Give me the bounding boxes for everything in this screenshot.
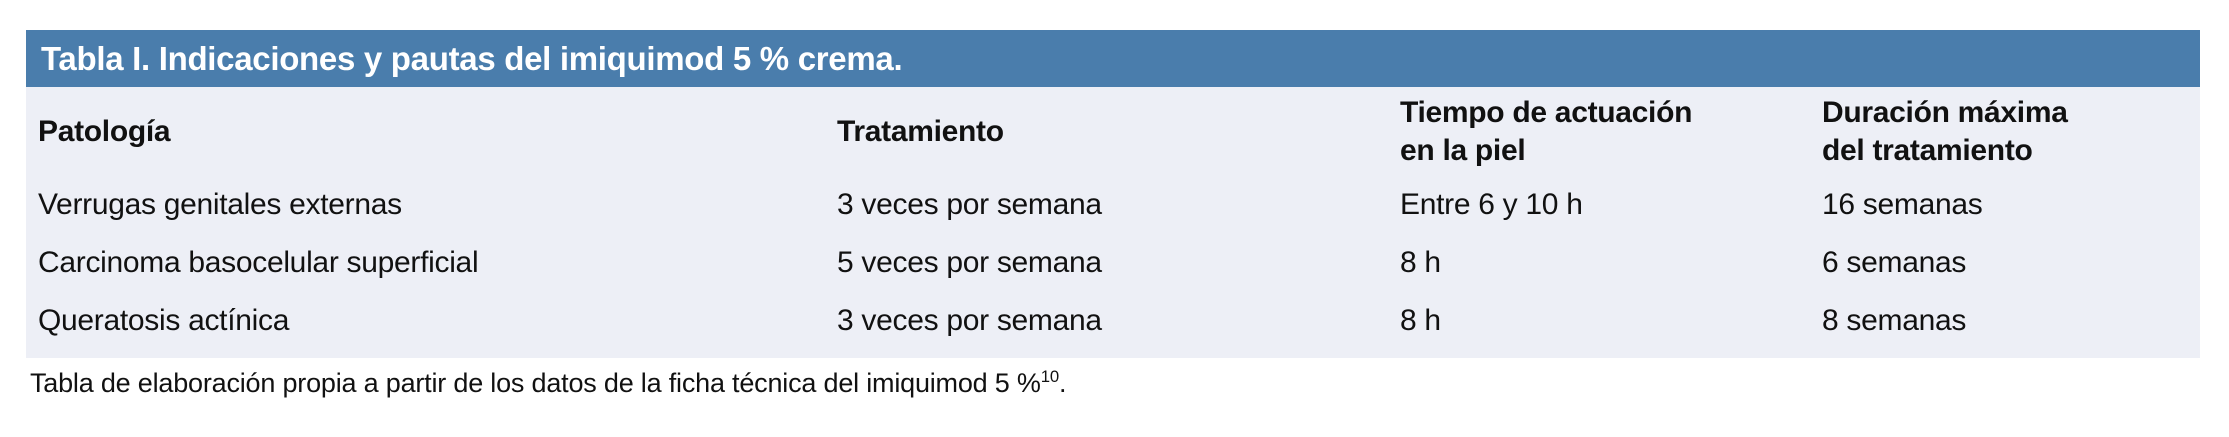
table-title-bar: Tabla I. Indicaciones y pautas del imiqu… [26, 30, 2200, 87]
cell-tiempo: Entre 6 y 10 h [1400, 188, 1583, 221]
column-header-tiempo-actuacion: Tiempo de actuación en la piel [1400, 95, 1693, 167]
table-row: Verrugas genitales externas 3 veces por … [26, 176, 2200, 234]
column-header-patologia: Patología [38, 114, 171, 148]
footnote-reference-superscript: 10 [1040, 367, 1059, 386]
table-body: Patología Tratamiento Tiempo de actuació… [26, 87, 2200, 358]
cell-tratamiento: 3 veces por semana [837, 304, 1102, 337]
cell-duracion: 8 semanas [1822, 304, 1967, 337]
table-header-row: Patología Tratamiento Tiempo de actuació… [26, 87, 2200, 176]
cell-duracion: 16 semanas [1822, 188, 1983, 221]
cell-tratamiento: 3 veces por semana [837, 188, 1102, 221]
column-header-duracion-maxima: Duración máxima del tratamiento [1822, 95, 2068, 167]
cell-tiempo: 8 h [1400, 304, 1441, 337]
cell-tratamiento: 5 veces por semana [837, 246, 1102, 279]
column-header-tratamiento: Tratamiento [837, 114, 1004, 148]
cell-duracion: 6 semanas [1822, 246, 1967, 279]
table-footnote: Tabla de elaboración propia a partir de … [30, 368, 1066, 399]
footnote-suffix: . [1058, 368, 1067, 398]
cell-tiempo: 8 h [1400, 246, 1441, 279]
table-title: Tabla I. Indicaciones y pautas del imiqu… [41, 39, 903, 77]
footnote-text: Tabla de elaboración propia a partir de … [30, 368, 1041, 398]
cell-patologia: Queratosis actínica [38, 304, 290, 337]
table-row: Carcinoma basocelular superficial 5 vece… [26, 234, 2200, 292]
table-imiquimod-figure: Tabla I. Indicaciones y pautas del imiqu… [26, 30, 2200, 358]
table-row: Queratosis actínica 3 veces por semana 8… [26, 292, 2200, 350]
cell-patologia: Carcinoma basocelular superficial [38, 246, 479, 279]
cell-patologia: Verrugas genitales externas [38, 188, 402, 221]
